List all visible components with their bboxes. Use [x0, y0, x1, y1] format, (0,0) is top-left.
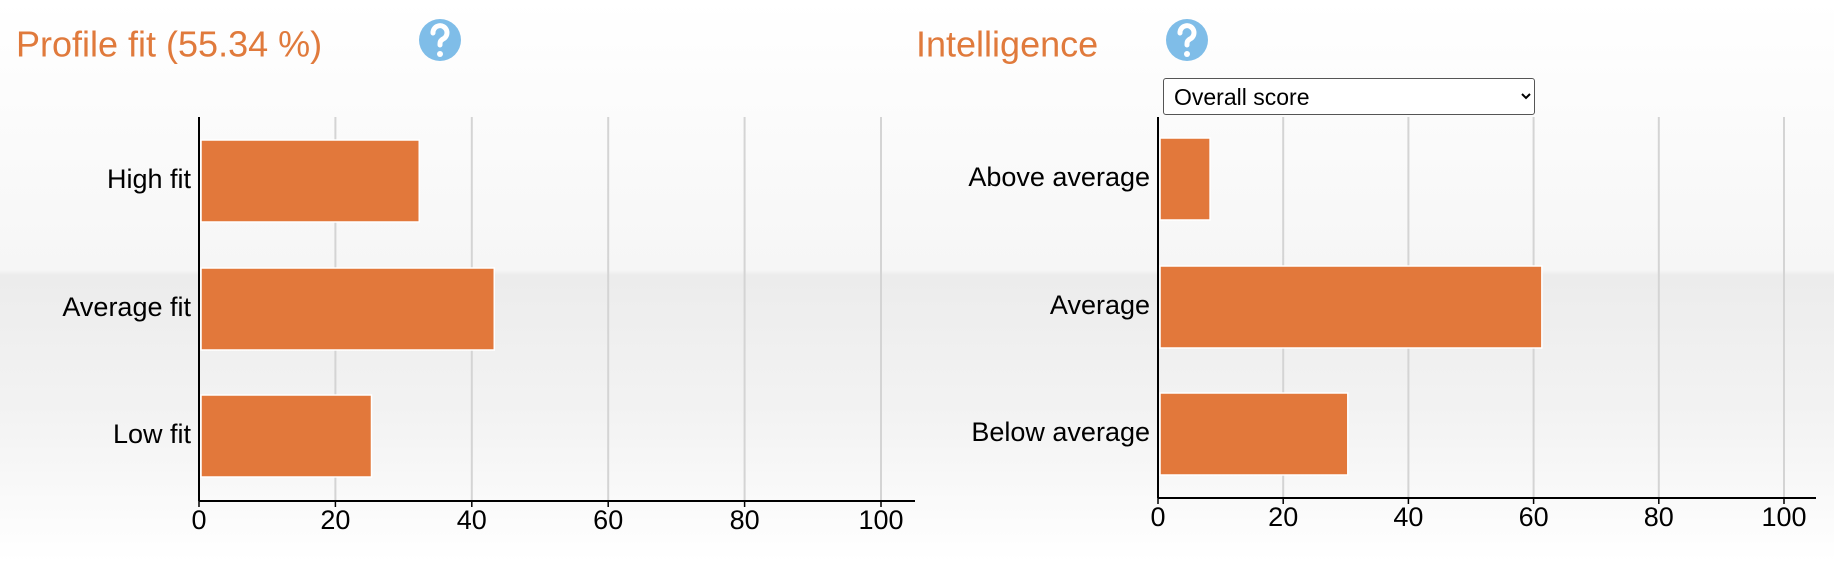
help-dot	[437, 51, 443, 57]
y-tick-label: High fit	[107, 164, 192, 194]
y-tick-label: Low fit	[113, 419, 192, 449]
bar	[1159, 265, 1543, 349]
x-tick-label: 100	[1761, 502, 1806, 532]
x-tick-label: 60	[593, 505, 623, 535]
bar	[200, 267, 496, 351]
bar	[1159, 392, 1349, 476]
x-tick-label: 100	[858, 505, 903, 535]
bar	[200, 139, 420, 223]
y-tick-label: Below average	[971, 417, 1150, 447]
x-tick-label: 0	[191, 505, 206, 535]
x-tick-label: 20	[1268, 502, 1298, 532]
bar	[200, 394, 373, 478]
chart-title: Intelligence	[916, 24, 1098, 65]
y-tick-label: Average	[1050, 290, 1150, 320]
x-tick-label: 80	[730, 505, 760, 535]
help-dot	[1184, 51, 1190, 57]
chart-title: Profile fit (55.34 %)	[16, 24, 322, 65]
x-tick-label: 20	[320, 505, 350, 535]
help-glyph	[430, 23, 450, 48]
x-tick-label: 40	[1393, 502, 1423, 532]
x-tick-label: 60	[1519, 502, 1549, 532]
bar	[1159, 137, 1211, 221]
help-glyph	[1177, 23, 1197, 48]
y-tick-label: Average fit	[62, 292, 191, 322]
x-tick-label: 40	[457, 505, 487, 535]
y-tick-label: Above average	[968, 162, 1150, 192]
x-tick-label: 80	[1644, 502, 1674, 532]
score-selector[interactable]: Overall score	[1163, 78, 1535, 115]
x-tick-label: 0	[1150, 502, 1165, 532]
